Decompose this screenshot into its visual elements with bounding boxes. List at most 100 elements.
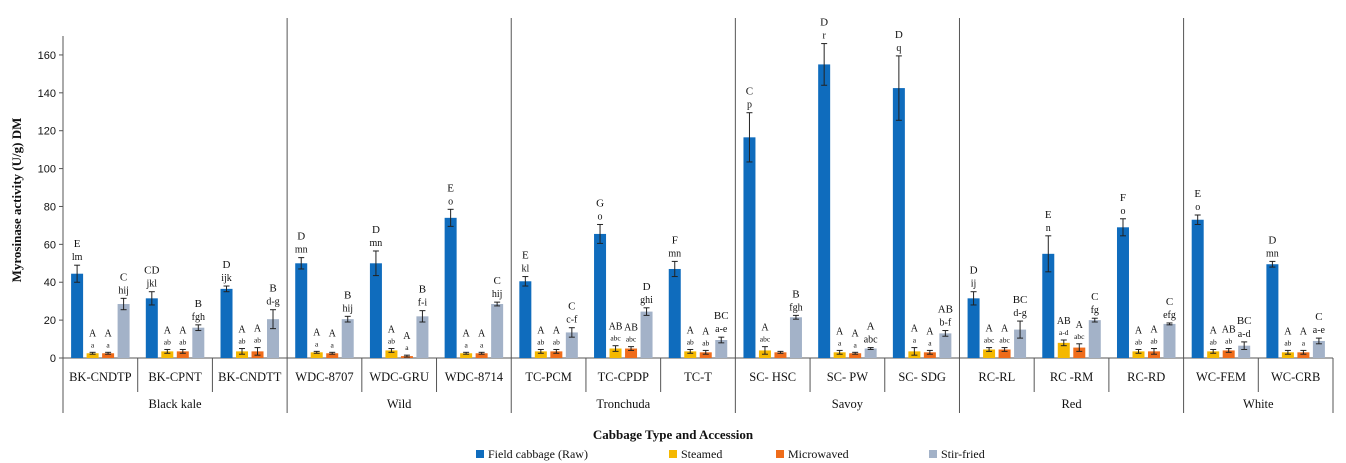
bar bbox=[668, 268, 681, 358]
accession-label: TC-PCM bbox=[525, 370, 572, 384]
significance-upper: AB bbox=[1222, 325, 1236, 336]
error-bar bbox=[148, 291, 155, 306]
bar bbox=[849, 353, 862, 358]
error-bar bbox=[895, 55, 902, 121]
significance-upper: AB bbox=[938, 304, 953, 316]
significance-upper: A bbox=[836, 326, 844, 337]
bar bbox=[310, 352, 323, 358]
significance-upper: BC bbox=[1013, 294, 1028, 306]
y-axis: 0 20 40 60 80 100 120 140 160 bbox=[38, 36, 64, 365]
significance-upper: A bbox=[1210, 325, 1218, 336]
bar bbox=[491, 304, 504, 358]
error-bar bbox=[597, 223, 604, 244]
bar bbox=[818, 64, 831, 358]
bar bbox=[684, 351, 697, 358]
significance-lower: ijk bbox=[221, 273, 232, 284]
error-bar bbox=[821, 43, 828, 86]
significance-lower: hij bbox=[492, 289, 503, 300]
error-bar bbox=[1225, 348, 1232, 353]
bar bbox=[220, 288, 233, 358]
significance-upper: A bbox=[1284, 326, 1292, 337]
significance-lower: d-g bbox=[266, 297, 279, 308]
significance-lower: abc bbox=[626, 335, 637, 344]
error-bar bbox=[179, 348, 186, 354]
bar bbox=[1014, 329, 1027, 358]
significance-lower: q bbox=[896, 43, 901, 54]
significance-upper: D bbox=[297, 231, 305, 243]
significance-upper: A bbox=[1135, 325, 1143, 336]
significance-lower: a bbox=[913, 336, 917, 345]
significance-upper: A bbox=[1001, 324, 1009, 335]
significance-lower: a bbox=[480, 340, 484, 349]
significance-lower: abc bbox=[999, 336, 1010, 345]
accession-label: BK-CPNT bbox=[148, 370, 202, 384]
significance-upper: F bbox=[1120, 192, 1126, 204]
bar bbox=[967, 298, 980, 358]
significance-upper: F bbox=[672, 234, 678, 246]
bar bbox=[1238, 345, 1251, 358]
significance-upper: G bbox=[596, 197, 604, 209]
significance-upper: D bbox=[643, 281, 651, 293]
significance-upper: B bbox=[269, 283, 276, 295]
significance-lower: ab bbox=[1135, 337, 1142, 346]
bar bbox=[864, 348, 877, 358]
significance-lower: fg bbox=[1091, 305, 1099, 316]
significance-lower: ab bbox=[553, 337, 560, 346]
significance-lower: hij bbox=[342, 303, 353, 314]
y-tick-label: 20 bbox=[44, 315, 56, 327]
significance-lower: a bbox=[315, 339, 319, 348]
bar bbox=[625, 348, 638, 358]
error-bar bbox=[120, 297, 127, 311]
bar bbox=[1312, 340, 1325, 358]
significance-lower: a-d bbox=[1238, 329, 1251, 340]
significance-upper: CD bbox=[144, 265, 159, 277]
significance-lower: ab bbox=[1210, 337, 1217, 346]
bar bbox=[1073, 347, 1086, 358]
significance-upper: C bbox=[568, 301, 575, 313]
significance-upper: A bbox=[1076, 320, 1084, 331]
error-bar bbox=[643, 307, 650, 316]
significance-upper: A bbox=[985, 324, 993, 335]
significance-upper: A bbox=[403, 331, 411, 342]
error-bar bbox=[298, 257, 305, 270]
bar bbox=[475, 353, 488, 358]
y-tick-label: 140 bbox=[38, 88, 56, 100]
significance-upper: A bbox=[761, 323, 769, 334]
significance-upper: A bbox=[926, 326, 934, 337]
significance-lower: a bbox=[405, 343, 409, 352]
error-bar bbox=[867, 347, 874, 350]
significance-upper: B bbox=[792, 288, 799, 300]
error-bar bbox=[164, 348, 171, 354]
error-bar bbox=[1150, 348, 1157, 355]
significance-lower: a bbox=[853, 340, 857, 349]
y-axis-label: Myrosinase activity (U/g) DM bbox=[9, 118, 24, 283]
significance-lower: ab bbox=[388, 337, 395, 346]
error-bar bbox=[463, 351, 470, 355]
bars: lmEaAaAhijCjklCDabAabAfghBijkDabAabAd-gB… bbox=[63, 17, 1333, 359]
bar bbox=[594, 233, 607, 358]
bar bbox=[699, 352, 712, 358]
significance-upper: C bbox=[493, 275, 500, 287]
bar bbox=[460, 353, 473, 358]
error-bar bbox=[942, 330, 949, 337]
bar bbox=[565, 332, 578, 358]
accession-label: BK-CNDTP bbox=[69, 370, 132, 384]
significance-lower: abc bbox=[984, 336, 995, 345]
significance-lower: f-i bbox=[418, 298, 428, 309]
significance-upper: D bbox=[372, 224, 380, 236]
error-bar bbox=[1241, 341, 1248, 350]
bar bbox=[534, 351, 547, 358]
y-tick-label: 120 bbox=[38, 126, 56, 138]
significance-upper: AB bbox=[1057, 316, 1071, 327]
error-bar bbox=[270, 309, 277, 330]
significance-upper: A bbox=[852, 328, 860, 339]
significance-upper: D bbox=[1268, 234, 1276, 246]
significance-upper: E bbox=[1045, 209, 1052, 221]
error-bar bbox=[718, 336, 725, 344]
significance-lower: abc bbox=[864, 335, 878, 346]
bar bbox=[1281, 352, 1294, 358]
significance-lower: ab bbox=[1284, 338, 1291, 347]
error-bar bbox=[852, 351, 859, 355]
legend-label: Field cabbage (Raw) bbox=[488, 447, 588, 461]
